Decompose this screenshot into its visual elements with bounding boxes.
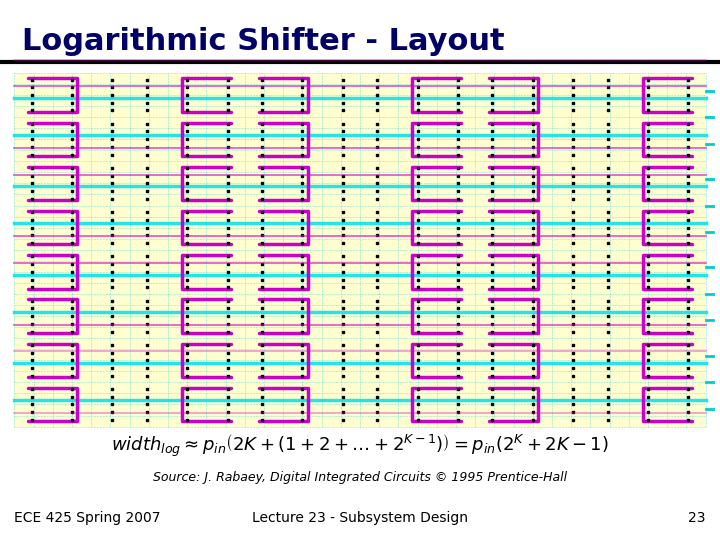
FancyBboxPatch shape — [14, 73, 706, 427]
Text: ECE 425 Spring 2007: ECE 425 Spring 2007 — [14, 511, 161, 525]
Text: Source: J. Rabaey, Digital Integrated Circuits © 1995 Prentice-Hall: Source: J. Rabaey, Digital Integrated Ci… — [153, 471, 567, 484]
Text: 23: 23 — [688, 511, 706, 525]
Text: $width_{log} \approx p_{in}\left(2K + \left(1 + 2 + \ldots + 2^{K-1}\right)\righ: $width_{log} \approx p_{in}\left(2K + \l… — [111, 433, 609, 458]
Text: Logarithmic Shifter - Layout: Logarithmic Shifter - Layout — [22, 27, 504, 56]
Text: Lecture 23 - Subsystem Design: Lecture 23 - Subsystem Design — [252, 511, 468, 525]
